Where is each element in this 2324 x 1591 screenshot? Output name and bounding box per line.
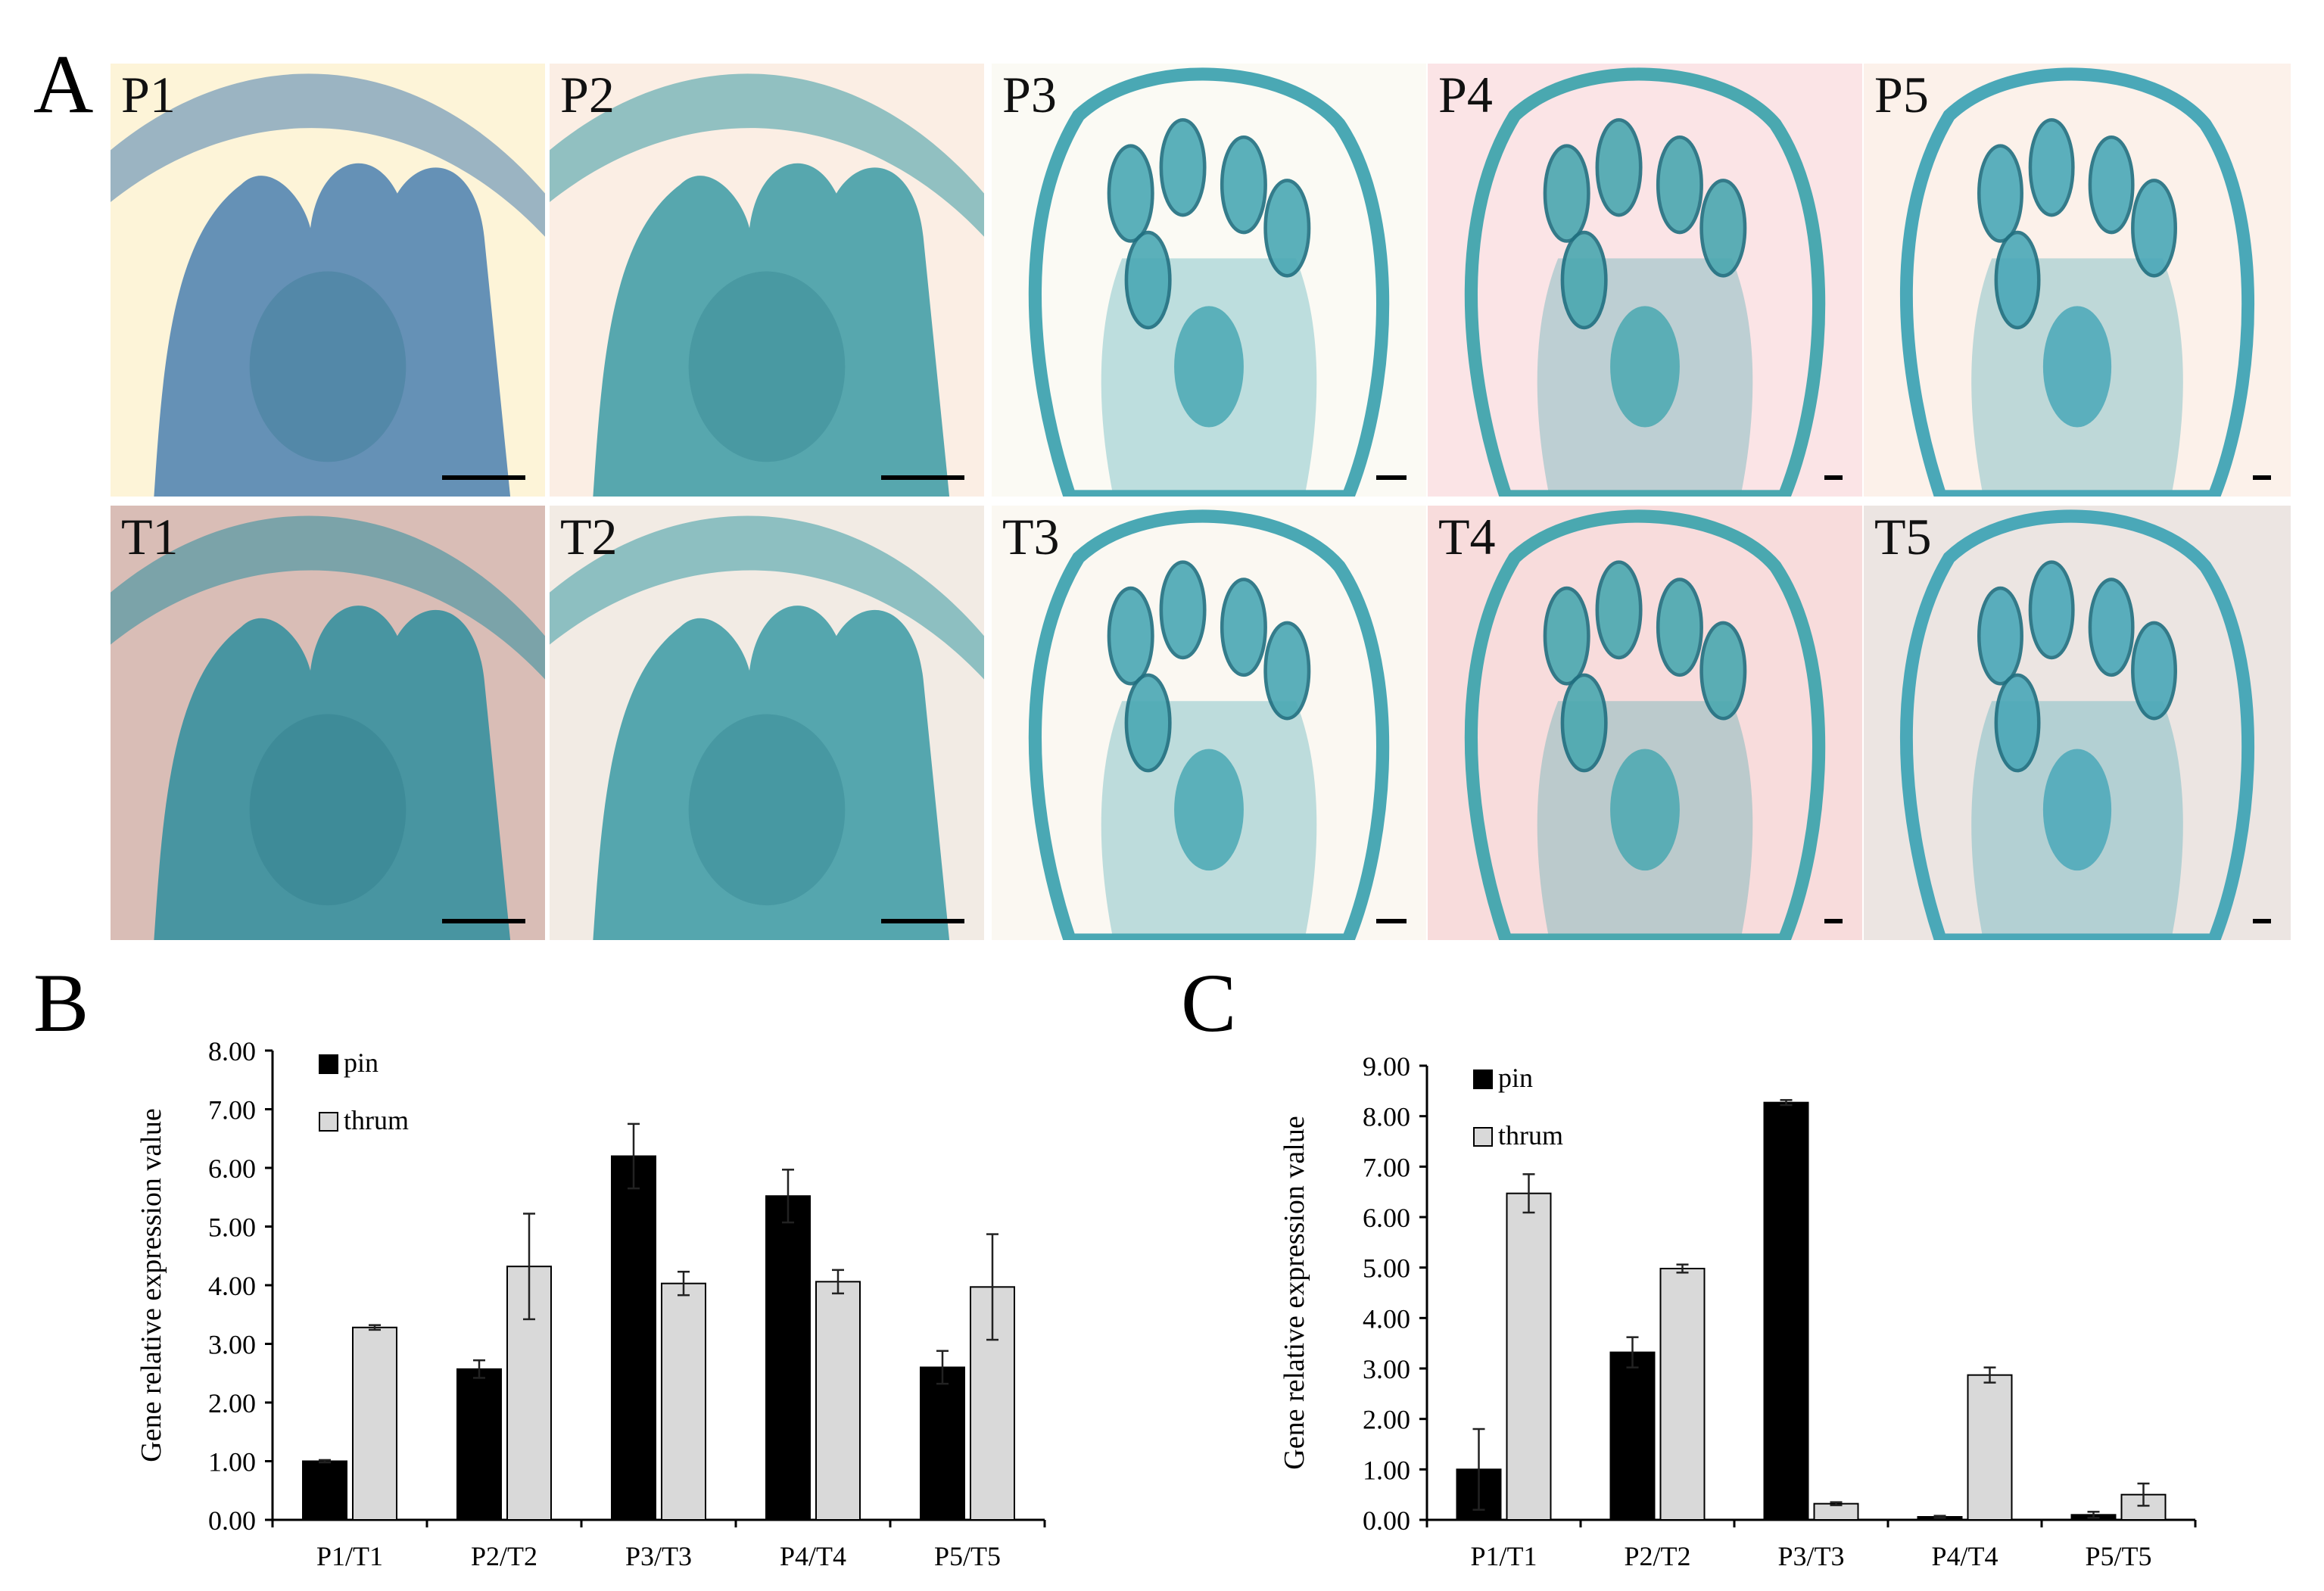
y-tick-label: 7.00	[208, 1095, 256, 1126]
micrograph-tissue-t2	[550, 515, 984, 940]
y-tick-label: 0.00	[208, 1505, 256, 1536]
y-axis-label: Gene relative expression value	[1279, 1116, 1310, 1469]
x-tick-label: P4/T4	[780, 1541, 846, 1571]
micrograph-tissue-p5	[1899, 67, 2254, 497]
micrograph-label: T4	[1438, 508, 1496, 565]
bar-pin-p3-t3	[611, 1155, 656, 1521]
y-tick-label: 6.00	[208, 1154, 256, 1184]
micrograph-label: P3	[1002, 66, 1057, 123]
legend-swatch-thrum	[1473, 1127, 1493, 1147]
panel-letter-c: C	[1181, 957, 1237, 1049]
chart-b: 0.00 1.00 2.00 3.00 4.00 5.00 6.00 7.00 8.00 Gene…	[136, 1036, 1046, 1571]
micrograph-t2: T2	[550, 506, 984, 940]
legend-label-thrum: thrum	[1498, 1120, 1563, 1150]
x-tick-label: P5/T5	[2085, 1541, 2151, 1571]
micrograph-t3: T3	[992, 506, 1426, 940]
y-tick-label: 9.00	[1363, 1051, 1410, 1082]
y-tick-label: 4.00	[1363, 1303, 1410, 1334]
panel-letter-a: A	[33, 38, 94, 130]
micrograph-label: T3	[1002, 508, 1060, 565]
micrograph-p3: P3	[992, 64, 1426, 497]
y-tick-label: 7.00	[1363, 1152, 1410, 1182]
legend-swatch-pin	[319, 1054, 338, 1074]
micrograph-label: P2	[560, 66, 615, 123]
micrograph-tissue-t4	[1464, 509, 1826, 940]
y-tick-label: 0.00	[1363, 1505, 1410, 1536]
micrograph-tissue-p2	[550, 73, 984, 497]
panel-letter-b: B	[33, 957, 89, 1049]
x-tick-label: P2/T2	[471, 1541, 537, 1571]
bar-pin-p4-t4	[765, 1195, 811, 1521]
scale-bar	[1824, 919, 1843, 923]
scale-bar	[1376, 919, 1407, 923]
y-tick-label: 8.00	[1363, 1102, 1410, 1132]
bar-pin-p2-t2	[1609, 1351, 1656, 1521]
bar-thrum-p4-t4	[815, 1281, 861, 1521]
x-tick-label: P3/T3	[625, 1541, 692, 1571]
micrograph-label: P5	[1874, 66, 1929, 123]
bar-pin-p1-t1	[302, 1460, 347, 1521]
micrograph-t1: T1	[111, 506, 545, 940]
micrograph-label: P4	[1438, 66, 1493, 123]
scale-bar	[881, 475, 964, 480]
bar-thrum-p1-t1	[1506, 1192, 1552, 1521]
micrograph-tissue-p4	[1464, 67, 1826, 497]
micrograph-tissue-p1	[111, 73, 545, 497]
chart-c: 0.00 1.00 2.00 3.00 4.00 5.00 6.00 7.00 8.00 9.00…	[1279, 1051, 2197, 1571]
legend-swatch-thrum	[319, 1112, 338, 1132]
y-tick-label: 1.00	[208, 1447, 256, 1477]
bar-pin-p5-t5	[920, 1366, 965, 1521]
y-tick-label: 5.00	[208, 1213, 256, 1243]
x-tick-label: P2/T2	[1624, 1541, 1690, 1571]
micrograph-tissue-p3	[1028, 67, 1390, 497]
y-tick-label: 3.00	[208, 1330, 256, 1360]
y-tick-label: 2.00	[1363, 1405, 1410, 1435]
micrograph-label: P1	[121, 66, 176, 123]
micrograph-grid: P1 P2 P3 P4 P5 T1 T2 T3 T4 T5	[111, 64, 2291, 940]
scale-bar	[2253, 475, 2271, 480]
micrograph-p1: P1	[111, 64, 545, 497]
scale-bar	[881, 919, 964, 923]
y-tick-label: 8.00	[208, 1036, 256, 1066]
scale-bar	[442, 475, 525, 480]
legend-swatch-pin	[1473, 1069, 1493, 1089]
micrograph-p2: P2	[550, 64, 984, 497]
y-tick-label: 4.00	[208, 1271, 256, 1301]
x-tick-label: P5/T5	[934, 1541, 1001, 1571]
micrograph-tissue-t1	[111, 515, 545, 940]
bar-pin-p2-t2	[456, 1368, 502, 1521]
y-tick-label: 5.00	[1363, 1253, 1410, 1284]
legend-label-pin: pin	[344, 1048, 379, 1078]
x-tick-label: P4/T4	[1931, 1541, 1998, 1571]
bar-thrum-p2-t2	[1659, 1268, 1706, 1521]
y-axis-label: Gene relative expression value	[136, 1108, 167, 1462]
y-tick-label: 6.00	[1363, 1203, 1410, 1233]
x-tick-label: P3/T3	[1777, 1541, 1844, 1571]
bar-thrum-p1-t1	[352, 1326, 397, 1521]
micrograph-label: T2	[560, 508, 618, 565]
micrograph-t5: T5	[1864, 506, 2291, 940]
bar-thrum-p4-t4	[1967, 1374, 2013, 1521]
micrograph-label: T5	[1874, 508, 1932, 565]
scale-bar	[2253, 919, 2271, 923]
micrograph-tissue-t3	[1028, 509, 1390, 940]
micrograph-p5: P5	[1864, 64, 2291, 497]
scale-bar	[1376, 475, 1407, 480]
bar-pin-p3-t3	[1763, 1101, 1809, 1521]
bar-thrum-p3-t3	[661, 1282, 706, 1521]
micrograph-p4: P4	[1428, 64, 1862, 497]
x-tick-label: P1/T1	[316, 1541, 383, 1571]
legend-label-pin: pin	[1498, 1063, 1533, 1093]
scale-bar	[1824, 475, 1843, 480]
legend-label-thrum: thrum	[344, 1105, 409, 1135]
scale-bar	[442, 919, 525, 923]
micrograph-label: T1	[121, 508, 179, 565]
micrograph-t4: T4	[1428, 506, 1862, 940]
y-tick-label: 1.00	[1363, 1455, 1410, 1485]
x-tick-label: P1/T1	[1470, 1541, 1537, 1571]
y-tick-label: 3.00	[1363, 1354, 1410, 1384]
y-tick-label: 2.00	[208, 1388, 256, 1418]
micrograph-tissue-t5	[1899, 509, 2254, 940]
